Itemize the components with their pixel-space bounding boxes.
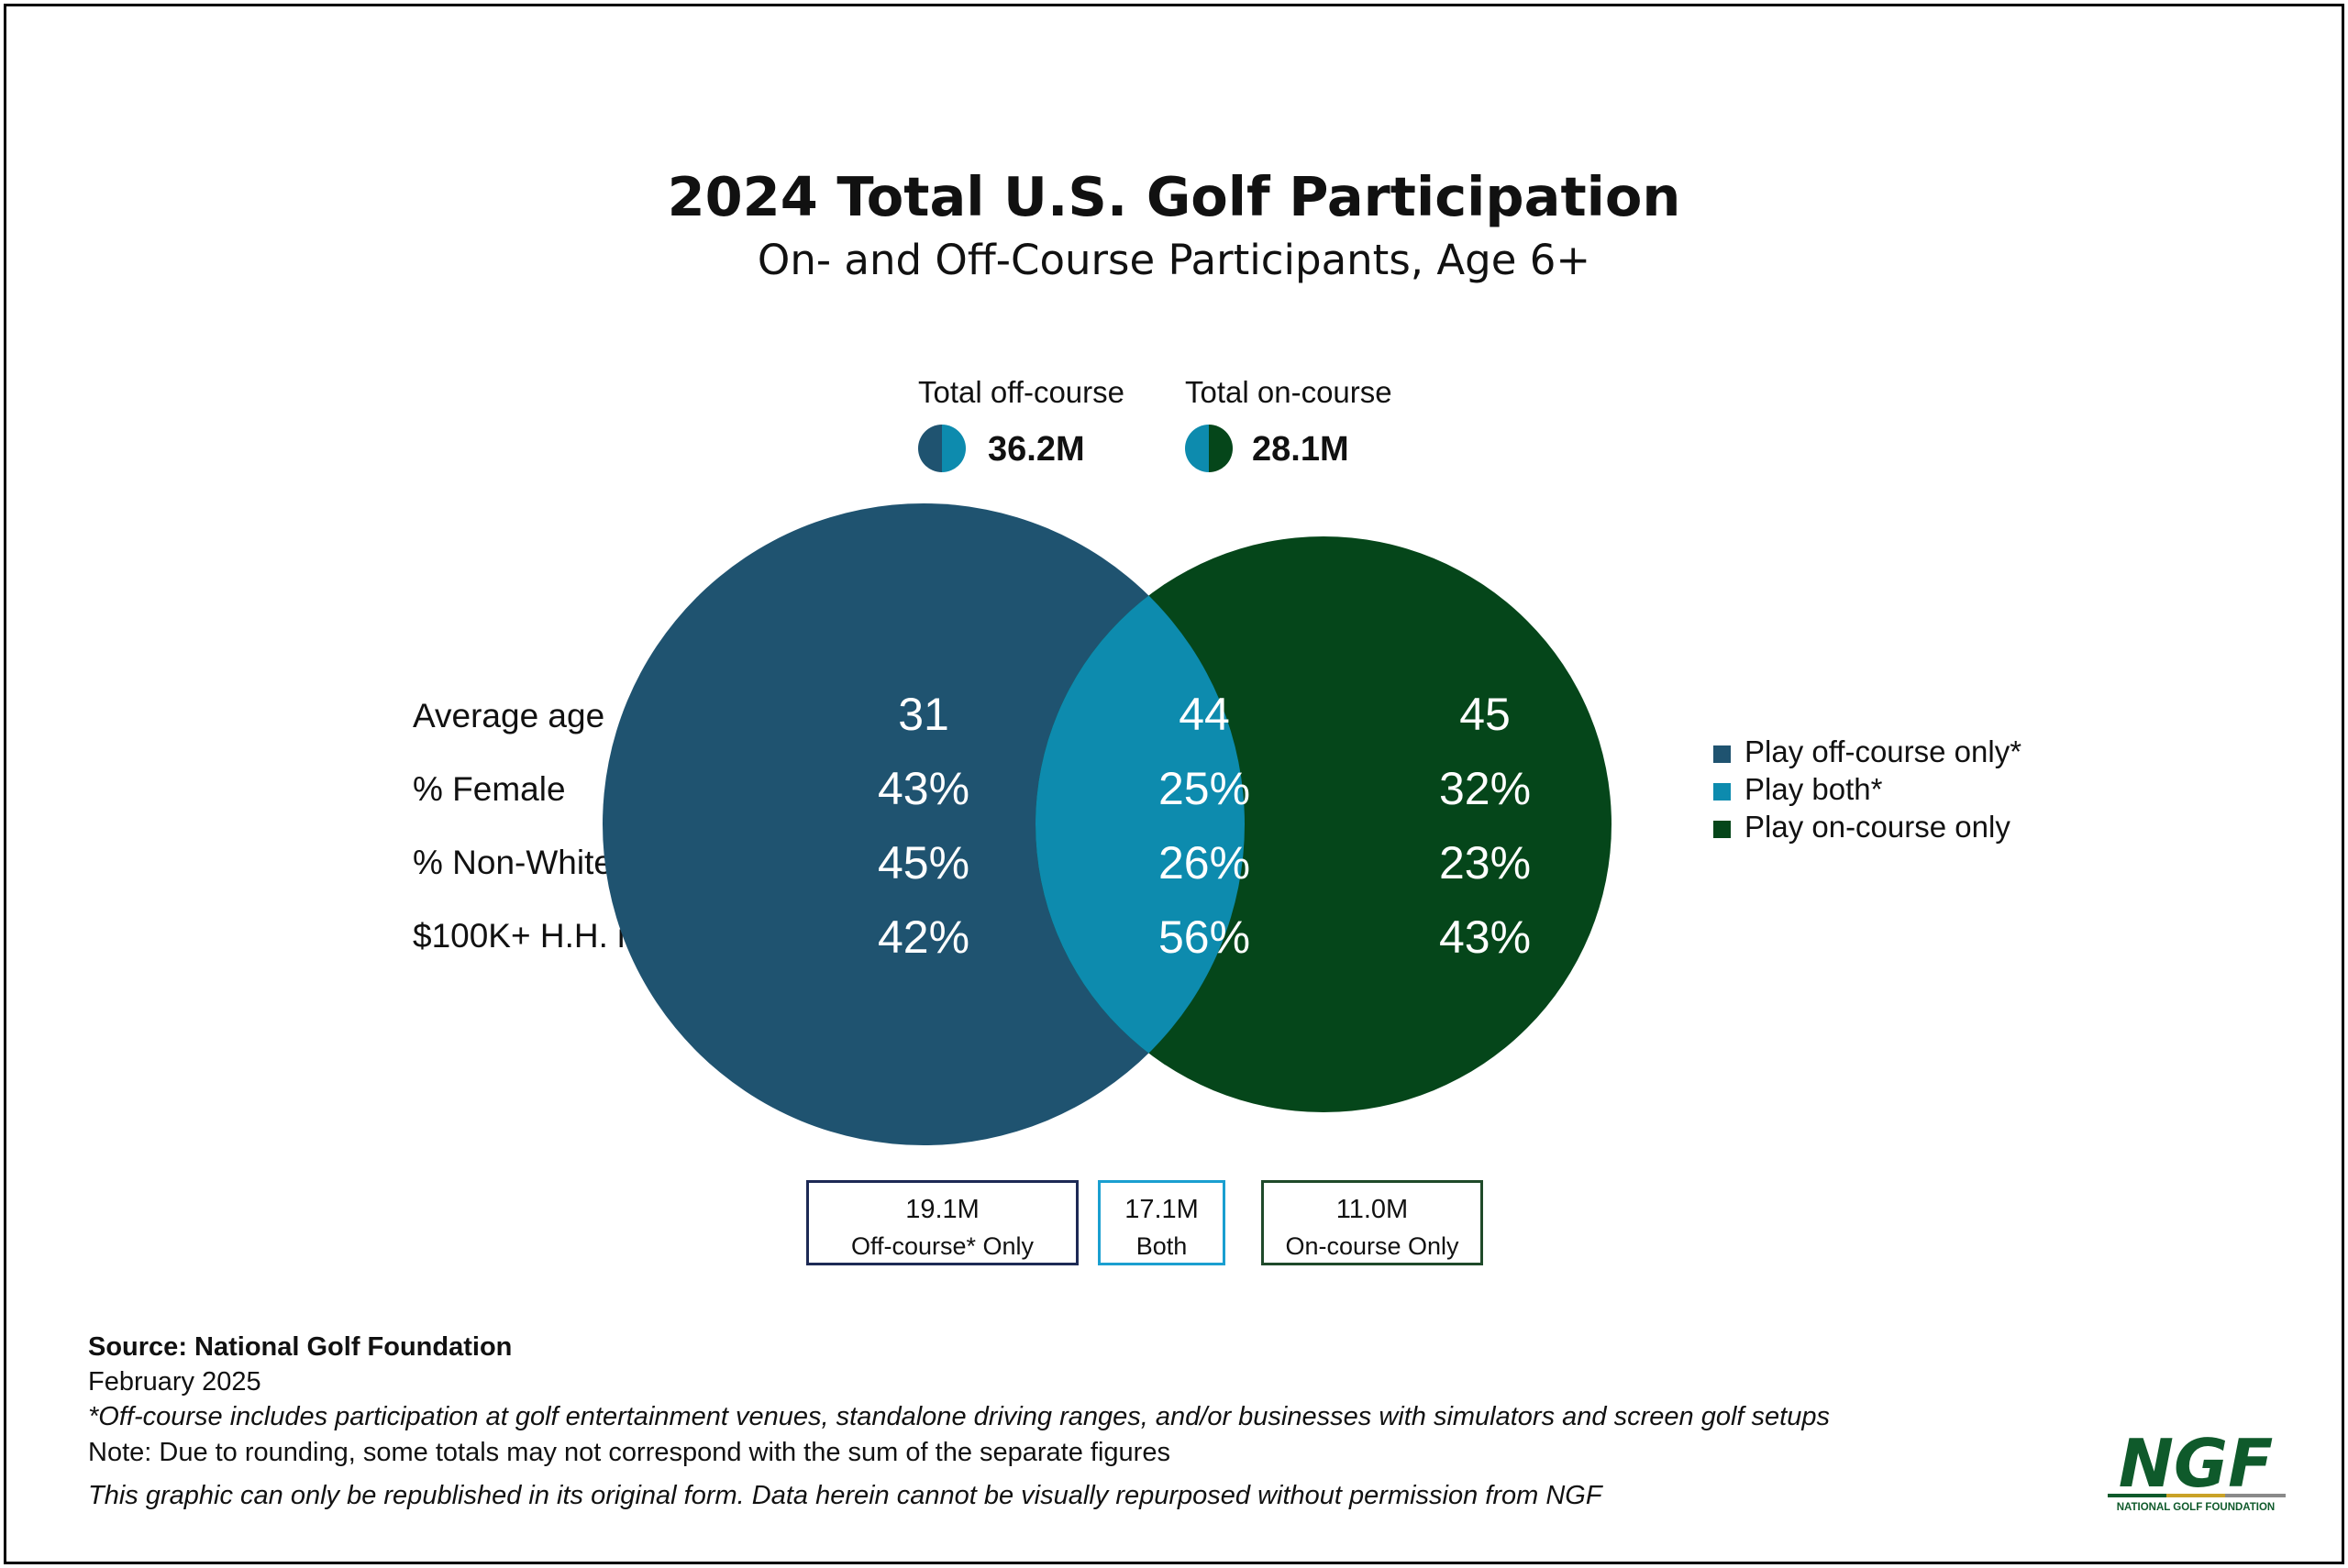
logo-stripe-gold	[2166, 1494, 2225, 1497]
both-non-white: 26%	[1158, 837, 1250, 889]
legend-swatch-on-course-only	[1713, 821, 1731, 838]
count-value-on-course-only: 11.0M	[1335, 1195, 1409, 1224]
count-box-off-course-only: 19.1M Off-course* Only	[806, 1180, 1079, 1265]
off-only-non-white: 45%	[878, 837, 969, 889]
both-income: 56%	[1158, 911, 1250, 963]
both-average-age: 44	[1179, 689, 1230, 740]
total-off-course-label: Total off-course	[918, 375, 1125, 409]
ngf-logo-text: NGF	[2119, 1430, 2274, 1502]
on-only-average-age: 45	[1459, 689, 1511, 740]
row-label-female: % Female	[413, 770, 566, 808]
on-only-income: 43%	[1439, 911, 1531, 963]
ngf-logo: NGF NATIONAL GOLF FOUNDATION	[2108, 1430, 2286, 1513]
venn-diagram: 31 44 45 43% 25% 32% 45% 26% 23% 42% 56%…	[603, 503, 1611, 1145]
on-only-non-white: 23%	[1439, 837, 1531, 889]
count-label-on-course-only: On-course Only	[1285, 1232, 1459, 1260]
logo-stripe-green	[2108, 1494, 2166, 1497]
chart-title: 2024 Total U.S. Golf Participation	[667, 165, 1681, 228]
footer-date: February 2025	[88, 1367, 261, 1397]
off-only-income: 42%	[878, 911, 969, 963]
on-course-split-circle-icon	[1185, 425, 1233, 472]
footer-disclaimer: This graphic can only be republished in …	[88, 1481, 1602, 1510]
logo-stripe-gray	[2225, 1494, 2286, 1497]
total-off-course-value: 36.2M	[988, 430, 1085, 469]
both-female: 25%	[1158, 763, 1250, 814]
footer-note: Note: Due to rounding, some totals may n…	[88, 1438, 1170, 1467]
count-value-off-course-only: 19.1M	[905, 1195, 980, 1224]
both-overlap-region	[1036, 536, 1245, 1112]
legend-label-both: Play both*	[1744, 772, 1883, 806]
count-value-both: 17.1M	[1124, 1195, 1199, 1224]
off-course-split-circle-icon	[918, 425, 966, 472]
count-box-both: 17.1M Both	[1098, 1180, 1225, 1265]
legend-swatch-both	[1713, 783, 1731, 801]
infographic-frame: 2024 Total U.S. Golf Participation On- a…	[4, 4, 2344, 1564]
legend-label-on-course-only: Play on-course only	[1744, 810, 2010, 844]
on-only-female: 32%	[1439, 763, 1531, 814]
row-label-average-age: Average age	[413, 697, 605, 734]
off-course-circle	[603, 503, 1245, 1145]
footer-source: Source: National Golf Foundation	[88, 1332, 513, 1362]
legend-swatch-off-course-only	[1713, 745, 1731, 763]
ngf-logo-tagline: NATIONAL GOLF FOUNDATION	[2117, 1502, 2275, 1513]
off-only-female: 43%	[878, 763, 969, 814]
off-only-average-age: 31	[898, 689, 949, 740]
total-on-course-value: 28.1M	[1252, 430, 1349, 469]
total-on-course-label: Total on-course	[1185, 375, 1392, 409]
count-label-both: Both	[1135, 1232, 1188, 1260]
venn-values: 31 44 45 43% 25% 32% 45% 26% 23% 42% 56%…	[878, 689, 1531, 963]
chart-subtitle: On- and Off-Course Participants, Age 6+	[757, 236, 1591, 284]
count-label-off-course-only: Off-course* Only	[850, 1232, 1035, 1260]
row-label-non-white: % Non-White	[413, 844, 613, 881]
count-box-on-course-only: 11.0M On-course Only	[1261, 1180, 1483, 1265]
legend-label-off-course-only: Play off-course only*	[1744, 734, 2022, 768]
footer-footnote: *Off-course includes participation at go…	[88, 1402, 1830, 1431]
